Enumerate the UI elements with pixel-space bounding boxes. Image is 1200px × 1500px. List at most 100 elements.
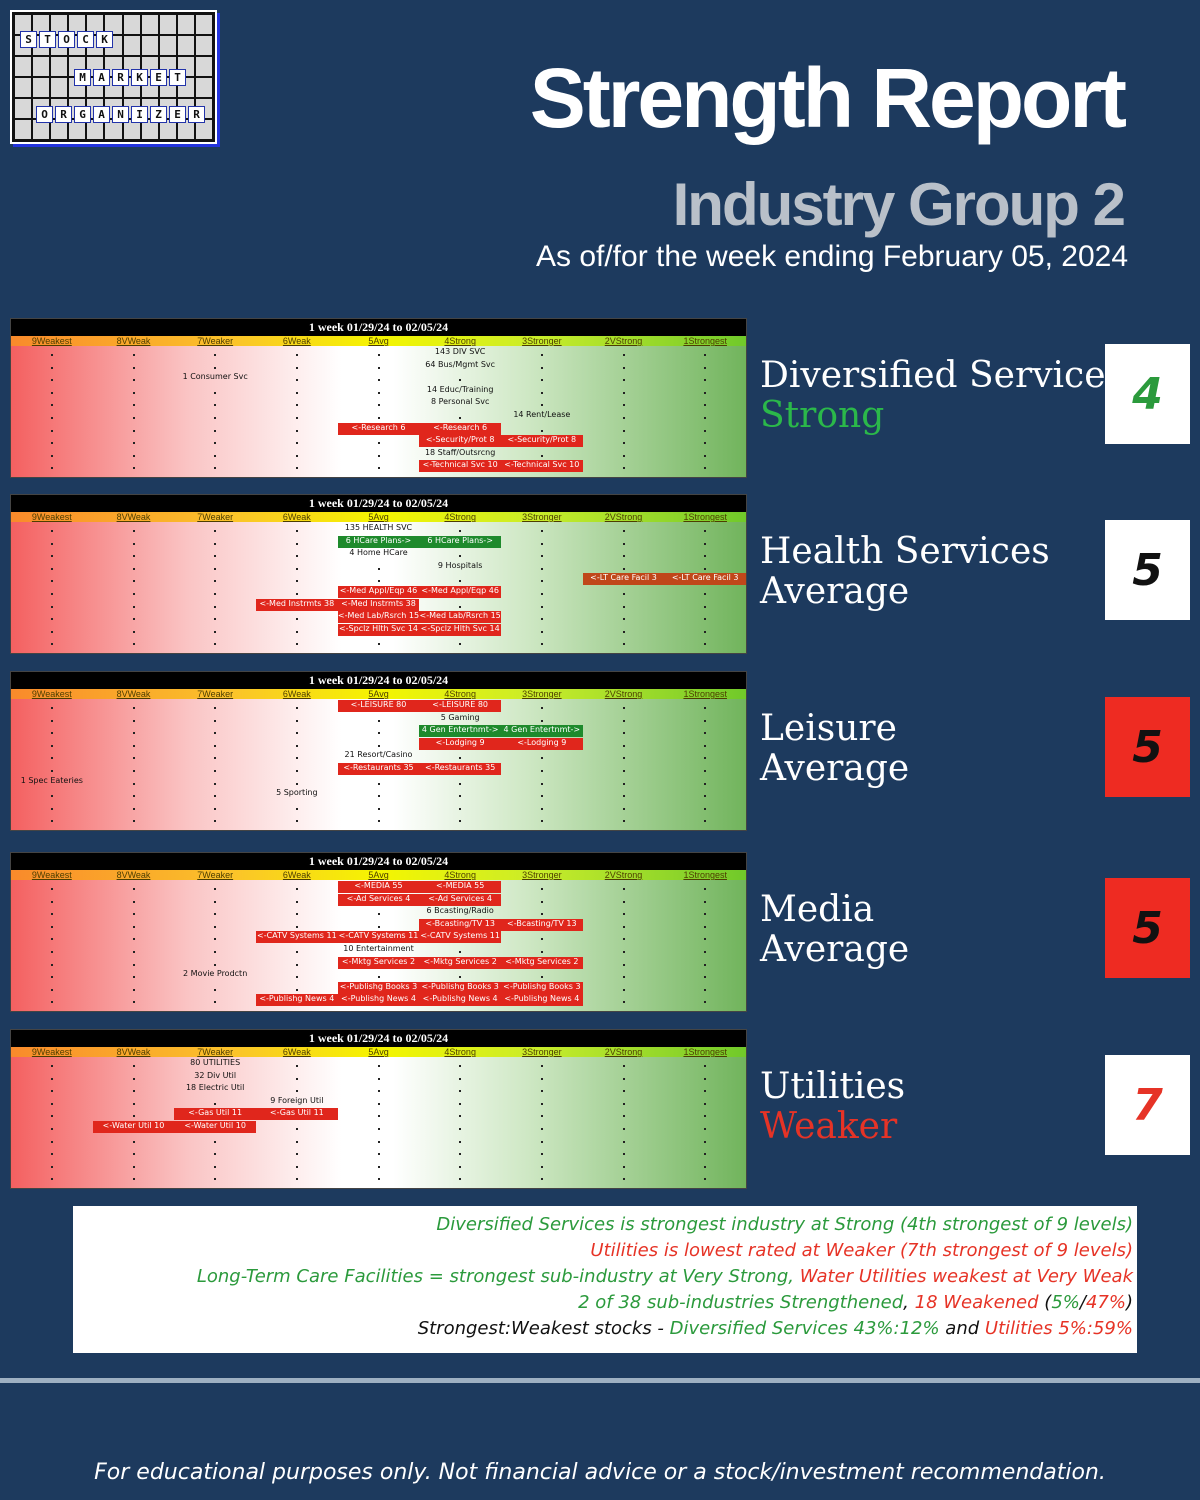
logo-letter: S	[20, 31, 37, 48]
grid-dot	[50, 1165, 53, 1168]
grid-dot	[540, 1090, 543, 1093]
grid-dot	[377, 1065, 380, 1067]
grid-dot	[295, 454, 298, 457]
column-header: 9Weakest	[31, 870, 72, 880]
sub-industry-entry: 9 Foreign Util	[270, 1095, 324, 1105]
sub-industry-entry: <-Security/Prot 8	[419, 435, 501, 448]
grid-dot	[132, 454, 135, 457]
grid-dot	[295, 807, 298, 810]
strength-grid-panel: 1 week 01/29/24 to 02/05/24 9Weakest 8VWea…	[10, 1029, 747, 1189]
grid-dot	[50, 913, 53, 916]
grid-dot	[132, 925, 135, 928]
grid-dot	[377, 442, 380, 445]
grid-dot	[214, 1165, 217, 1168]
grid-dot	[295, 1178, 298, 1181]
grid-dot	[214, 417, 217, 419]
column-header: 3Stronger	[522, 1047, 562, 1057]
panel-header: 1 week 01/29/24 to 02/05/24	[11, 1030, 746, 1047]
grid-dot	[459, 1153, 462, 1156]
grid-dot	[704, 1090, 707, 1093]
logo-letter: O	[58, 31, 75, 48]
grid-dot	[50, 719, 53, 722]
grid-dot	[622, 1165, 625, 1168]
grid-dot	[622, 820, 625, 823]
grid-dot	[704, 744, 707, 747]
grid-dot	[214, 925, 217, 928]
grid-dot	[214, 530, 217, 532]
grid-dot	[622, 913, 625, 916]
column-header: 3Stronger	[522, 512, 562, 522]
grid-dot	[622, 744, 625, 747]
grid-dot	[50, 1115, 53, 1118]
grid-dot	[214, 707, 217, 709]
grid-dot	[132, 1090, 135, 1093]
sub-industry-entry: 6 HCare Plans->	[337, 535, 420, 548]
score-box: 7	[1105, 1055, 1190, 1155]
sub-industry-entry: <-LEISURE 80	[419, 700, 501, 712]
grid-dot	[377, 1153, 380, 1156]
grid-dot	[132, 913, 135, 916]
grid-dot	[540, 807, 543, 810]
grid-dot	[704, 542, 707, 545]
grid-dot	[214, 1001, 217, 1004]
industry-name: Health Services	[760, 531, 1050, 572]
sub-industry-entry: <-Research 6	[337, 422, 420, 435]
grid-dot	[704, 1178, 707, 1181]
grid-dot	[377, 1140, 380, 1143]
industry-rating: Average	[760, 929, 910, 970]
sub-industry-entry: <-Gas Util 11	[256, 1108, 338, 1121]
grid-dot	[214, 795, 217, 798]
grid-dot	[459, 1178, 462, 1181]
grid-dot	[132, 1001, 135, 1004]
sub-industry-entry: 14 Rent/Lease	[513, 410, 571, 419]
grid-dot	[214, 770, 217, 772]
grid-dot	[704, 567, 707, 570]
grid-dot	[704, 988, 707, 991]
sub-industry-entry: <-Spclz Hlth Svc 14	[337, 623, 420, 636]
sub-industry-entry: 5 Sporting	[276, 788, 318, 798]
grid-dot	[50, 354, 53, 356]
industry-name: Leisure	[760, 708, 897, 749]
grid-dot	[377, 580, 380, 583]
grid-dot	[132, 404, 135, 407]
sub-industry-entry: 80 UTILITIES	[190, 1058, 241, 1067]
grid-dot	[622, 1153, 625, 1156]
score-box: 5	[1105, 697, 1190, 797]
grid-dot	[622, 795, 625, 798]
logo-letter: G	[74, 106, 91, 123]
grid-dot	[622, 454, 625, 457]
grid-dot	[50, 555, 53, 558]
grid-dot	[50, 442, 53, 445]
grid-dot	[214, 820, 217, 823]
column-header: 2VStrong	[604, 336, 643, 346]
column-header: 2VStrong	[604, 870, 643, 880]
grid-dot	[295, 555, 298, 558]
grid-dot	[214, 951, 217, 953]
grid-dot	[459, 580, 462, 583]
grid-dot	[132, 1077, 135, 1080]
grid-dot	[459, 1077, 462, 1080]
grid-dot	[704, 925, 707, 928]
sub-industry-entry: <-Gas Util 11	[174, 1108, 256, 1121]
column-header: 2VStrong	[604, 512, 643, 522]
grid-dot	[214, 963, 217, 966]
grid-dot	[704, 951, 707, 953]
sub-industry-entry: <-Restaurants 35	[337, 763, 420, 775]
grid-dot	[132, 963, 135, 966]
grid-dot	[295, 1077, 298, 1080]
sub-industry-entry: <-LT Care Facil 3	[582, 573, 665, 586]
column-header: 4Strong	[444, 1047, 476, 1057]
grid-dot	[540, 900, 543, 903]
grid-dot	[704, 732, 707, 735]
grid-dot	[622, 900, 625, 903]
sub-industry-entry: <-Restaurants 35	[419, 763, 501, 775]
column-header: 7Weaker	[197, 512, 234, 522]
grid-dot	[704, 820, 707, 823]
column-header: 8VWeak	[116, 336, 151, 346]
grid-dot	[540, 454, 543, 457]
grid-dot	[377, 732, 380, 735]
sub-industry-entry: 1 Consumer Svc	[182, 372, 248, 382]
grid-dot	[377, 1115, 380, 1118]
grid-dot	[622, 1178, 625, 1181]
sub-industry-entry: <-Mktg Services 2	[419, 956, 501, 969]
